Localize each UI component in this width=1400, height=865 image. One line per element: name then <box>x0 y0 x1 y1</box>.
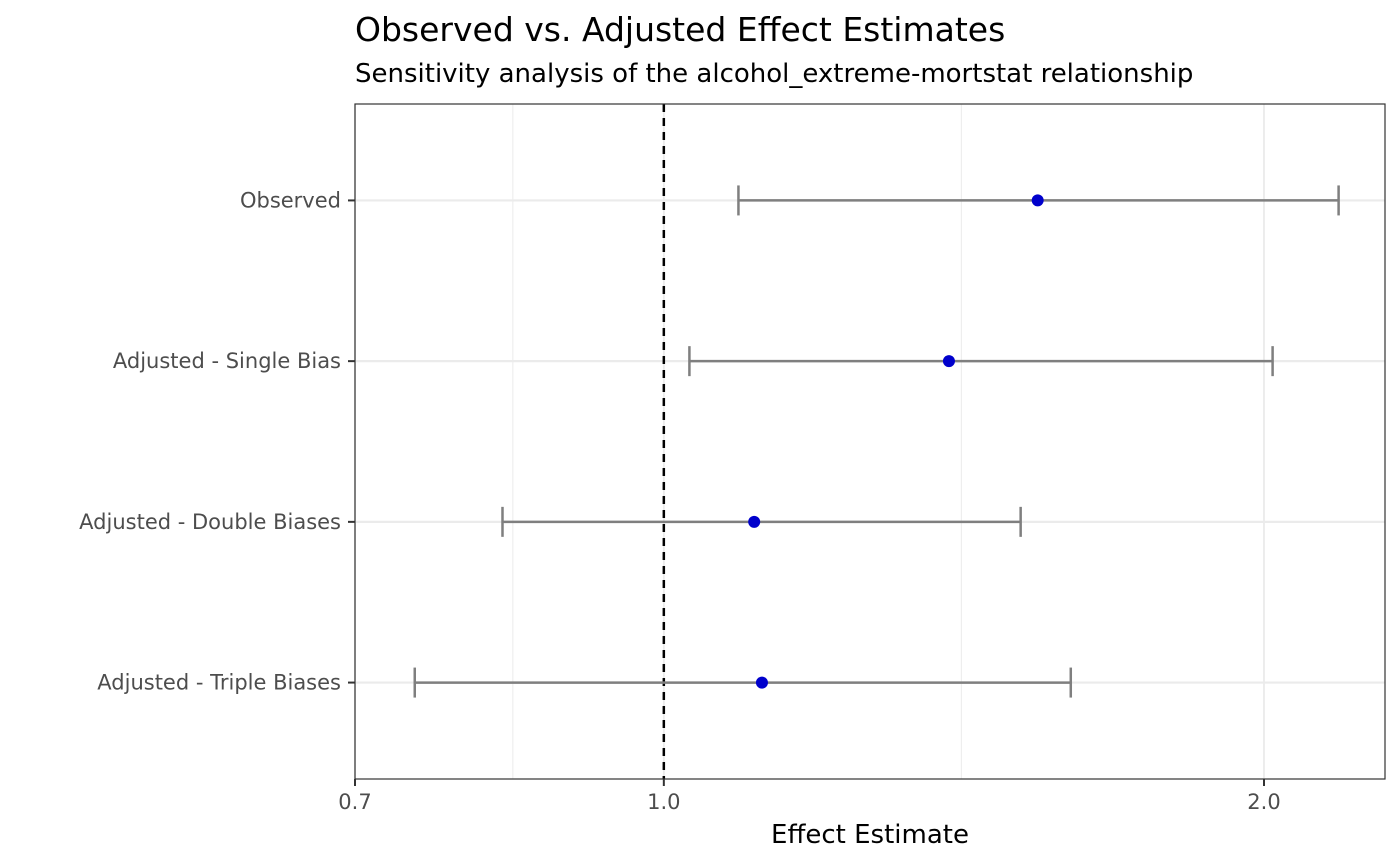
point-estimate <box>748 515 761 528</box>
chart-title: Observed vs. Adjusted Effect Estimates <box>355 10 1005 49</box>
x-tick-label: 1.0 <box>647 790 680 814</box>
point-estimate <box>1031 194 1044 207</box>
y-tick-label: Adjusted - Triple Biases <box>97 671 341 695</box>
y-tick-label: Adjusted - Single Bias <box>113 349 341 373</box>
chart-subtitle: Sensitivity analysis of the alcohol_extr… <box>355 59 1193 89</box>
y-tick-label: Observed <box>240 188 341 212</box>
errorbars <box>413 185 1340 698</box>
x-axis-title: Effect Estimate <box>771 820 969 850</box>
panel-border <box>354 103 1386 780</box>
y-tick-label: Adjusted - Double Biases <box>79 510 341 534</box>
x-tick-label: 2.0 <box>1247 790 1280 814</box>
points <box>748 194 1044 689</box>
grid <box>354 104 1385 779</box>
errorbar <box>413 667 1073 698</box>
point-estimate <box>942 355 955 368</box>
point-estimate <box>755 676 768 689</box>
x-tick-label: 0.7 <box>338 790 371 814</box>
y-axis: Observed Adjusted - Single Bias Adjusted -… <box>79 188 355 695</box>
x-axis: 0.7 1.0 2.0 <box>338 779 1281 814</box>
errorbar <box>688 346 1274 377</box>
errorbar <box>501 506 1022 537</box>
